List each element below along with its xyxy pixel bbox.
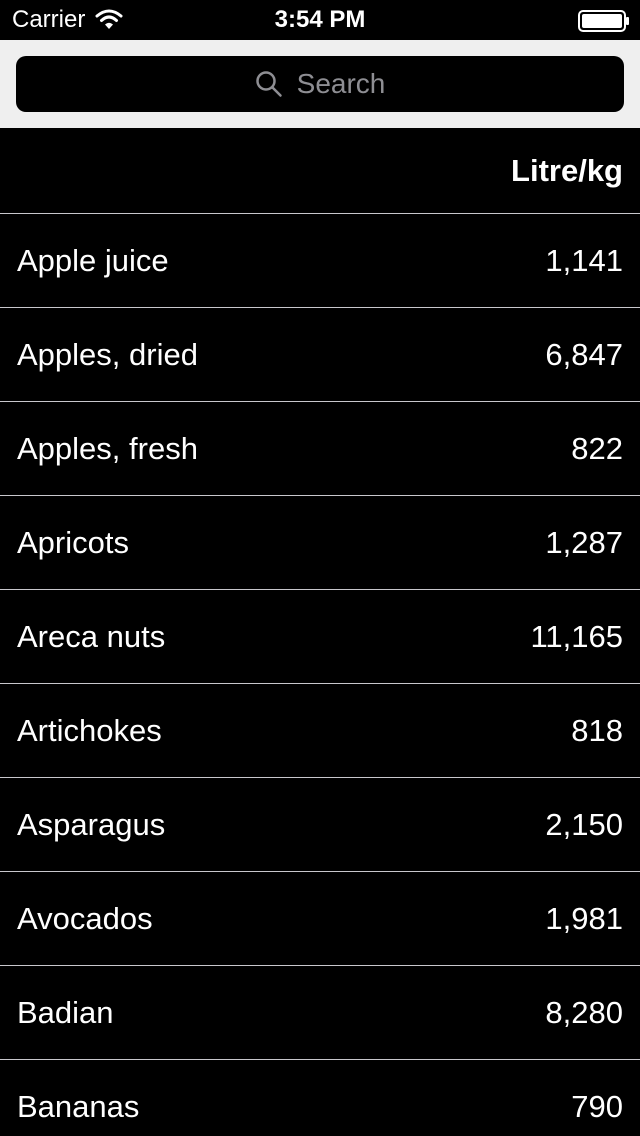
table-row[interactable]: Areca nuts 11,165 [0, 590, 640, 684]
row-name: Apples, dried [17, 337, 198, 373]
row-name: Badian [17, 995, 114, 1031]
column-header-litre-per-kg: Litre/kg [511, 153, 623, 189]
battery-icon [578, 10, 630, 32]
row-value: 6,847 [545, 337, 623, 373]
row-value: 790 [571, 1089, 623, 1125]
row-name: Apple juice [17, 243, 169, 279]
table-row[interactable]: Asparagus 2,150 [0, 778, 640, 872]
table-row[interactable]: Artichokes 818 [0, 684, 640, 778]
table-row[interactable]: Apricots 1,287 [0, 496, 640, 590]
row-name: Apricots [17, 525, 129, 561]
table-row[interactable]: Apples, fresh 822 [0, 402, 640, 496]
row-name: Bananas [17, 1089, 139, 1125]
row-value: 1,287 [545, 525, 623, 561]
food-table: Litre/kg Apple juice 1,141 Apples, dried… [0, 128, 640, 1136]
table-row[interactable]: Apples, dried 6,847 [0, 308, 640, 402]
row-value: 1,981 [545, 901, 623, 937]
row-value: 822 [571, 431, 623, 467]
search-bar: Search [0, 40, 640, 128]
row-value: 2,150 [545, 807, 623, 843]
row-value: 11,165 [530, 619, 623, 655]
search-placeholder: Search [297, 68, 386, 100]
row-name: Apples, fresh [17, 431, 198, 467]
search-icon [255, 70, 283, 98]
search-input[interactable]: Search [16, 56, 624, 112]
table-row[interactable]: Apple juice 1,141 [0, 214, 640, 308]
table-row[interactable]: Bananas 790 [0, 1060, 640, 1136]
row-name: Asparagus [17, 807, 165, 843]
table-header: Litre/kg [0, 128, 640, 214]
row-name: Artichokes [17, 713, 162, 749]
table-row[interactable]: Badian 8,280 [0, 966, 640, 1060]
row-value: 8,280 [545, 995, 623, 1031]
status-time: 3:54 PM [0, 6, 640, 34]
table-row[interactable]: Avocados 1,981 [0, 872, 640, 966]
row-value: 818 [571, 713, 623, 749]
row-name: Avocados [17, 901, 153, 937]
row-value: 1,141 [545, 243, 623, 279]
row-name: Areca nuts [17, 619, 165, 655]
status-bar: Carrier 3:54 PM [0, 0, 640, 40]
